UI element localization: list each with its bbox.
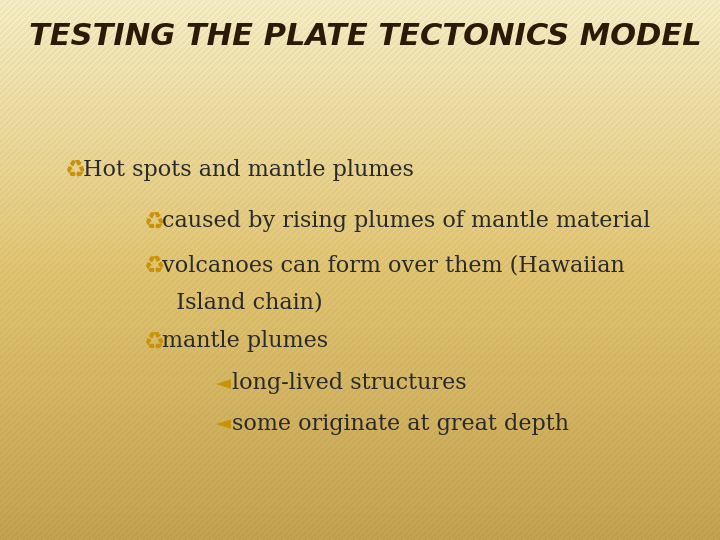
Text: Island chain): Island chain) [162,292,323,313]
Text: ♻: ♻ [144,329,165,353]
Text: some originate at great depth: some originate at great depth [232,413,569,435]
Text: ♻: ♻ [144,254,165,278]
Text: ♻: ♻ [144,210,165,233]
Text: ♻: ♻ [65,158,86,182]
Text: mantle plumes: mantle plumes [162,330,328,352]
Text: long-lived structures: long-lived structures [232,373,467,394]
Text: caused by rising plumes of mantle material: caused by rising plumes of mantle materi… [162,211,650,232]
Text: ◄: ◄ [216,374,231,393]
Text: TESTING THE PLATE TECTONICS MODEL: TESTING THE PLATE TECTONICS MODEL [29,22,701,51]
Text: Hot spots and mantle plumes: Hot spots and mantle plumes [83,159,414,181]
Text: ◄: ◄ [216,414,231,434]
Text: volcanoes can form over them (Hawaiian: volcanoes can form over them (Hawaiian [162,255,625,276]
